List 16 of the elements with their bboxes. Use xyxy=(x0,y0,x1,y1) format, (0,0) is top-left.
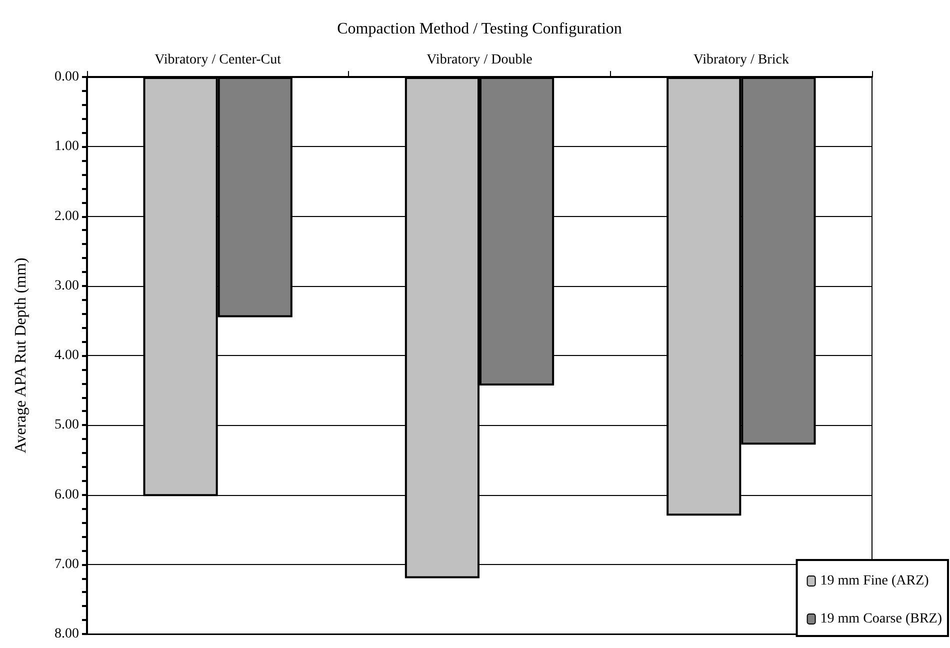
y-tick-label: 5.00 xyxy=(54,418,79,433)
y-tick-label: 4.00 xyxy=(54,348,79,363)
x-tick-label: Vibratory / Center-Cut xyxy=(154,52,282,68)
y-tick-label: 1.00 xyxy=(54,139,79,154)
x-tick-label: Vibratory / Brick xyxy=(693,52,789,68)
y-tick-label: 2.00 xyxy=(54,208,79,224)
y-tick-label: 8.00 xyxy=(54,626,79,642)
y-tick-label: 3.00 xyxy=(54,278,79,294)
x-tick-label: Vibratory / Double xyxy=(426,52,532,68)
legend-label: 19 mm Fine (ARZ) xyxy=(820,574,930,588)
y-tick-label: 0.00 xyxy=(54,70,79,84)
x-axis-title: Compaction Method / Testing Configuration xyxy=(337,20,622,38)
legend-label: 19 mm Coarse (BRZ) xyxy=(820,612,942,626)
y-axis-title: Average APA Rut Depth (mm) xyxy=(12,258,30,454)
y-tick-label: 7.00 xyxy=(54,556,79,572)
y-tick-label: 6.00 xyxy=(54,487,79,502)
